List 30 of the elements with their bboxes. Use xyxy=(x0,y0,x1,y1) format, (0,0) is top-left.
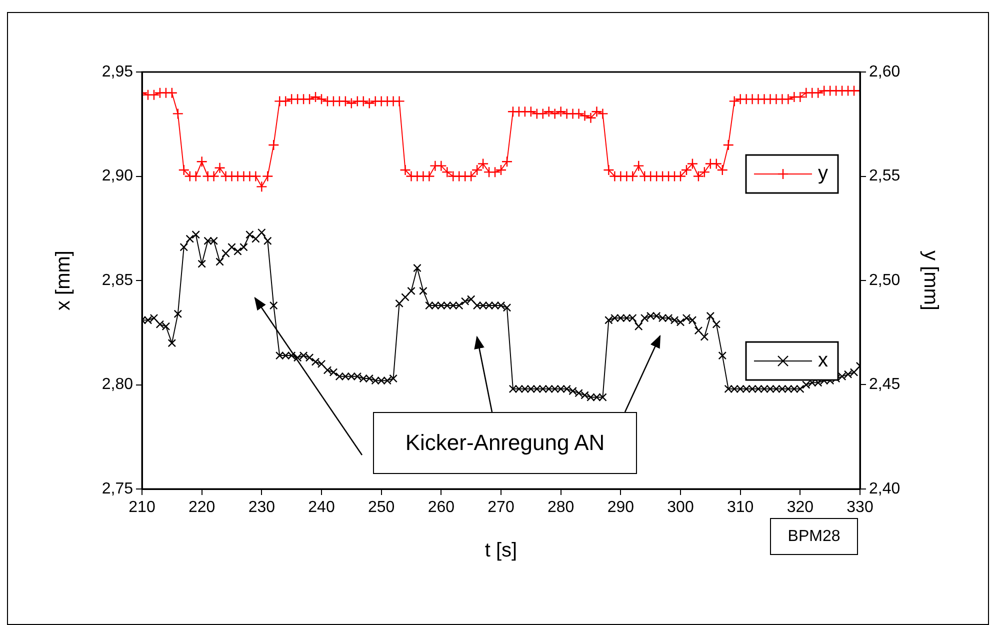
x-tick-label: 210 xyxy=(128,499,156,516)
x-tick-label: 270 xyxy=(488,499,514,516)
legend-label: x xyxy=(818,350,828,372)
x-tick-label: 280 xyxy=(547,499,574,516)
y-tick-label: 2,90 xyxy=(102,168,134,185)
x-tick-label: 290 xyxy=(607,499,634,516)
y2-tick-label: 2,50 xyxy=(869,272,900,289)
y-tick-label: 2,95 xyxy=(102,63,134,80)
y2-tick-label: 2,60 xyxy=(869,63,900,80)
x-tick-label: 260 xyxy=(428,499,455,516)
x-axis-title: t [s] xyxy=(484,540,518,562)
x-tick-label: 330 xyxy=(846,499,874,516)
x-tick-label: 220 xyxy=(188,499,216,516)
text: BPM28 xyxy=(770,518,858,555)
annotation: Kicker-Anregung AN xyxy=(373,412,637,474)
x-tick-label: 300 xyxy=(667,499,694,516)
x-tick-label: 240 xyxy=(308,499,335,516)
x-tick-label: 230 xyxy=(248,499,276,516)
y-tick-label: 2,75 xyxy=(102,480,134,498)
legend-label: y xyxy=(818,162,828,185)
y-tick-label: 2,85 xyxy=(102,272,134,289)
x-tick-label: 250 xyxy=(368,499,395,516)
x-tick-label: 310 xyxy=(726,499,754,516)
y2-tick-label: 2,45 xyxy=(869,376,900,394)
y-axis-title: x [mm] xyxy=(52,250,75,310)
y2-tick-label: 2,40 xyxy=(869,480,900,498)
y2-tick-label: 2,55 xyxy=(869,168,900,185)
y2-axis-title: y [mm] xyxy=(919,250,942,310)
y-tick-label: 2,80 xyxy=(102,376,134,394)
x-tick-label: 320 xyxy=(786,499,814,516)
